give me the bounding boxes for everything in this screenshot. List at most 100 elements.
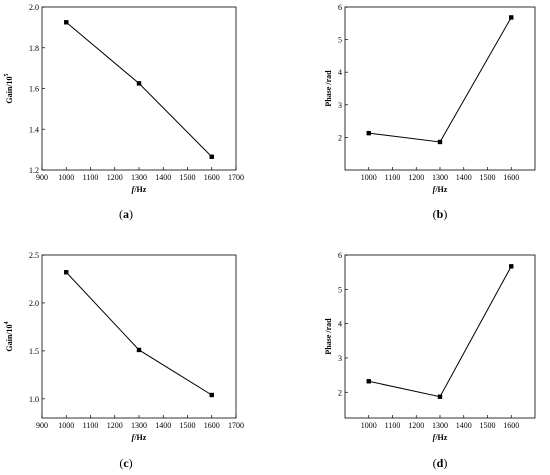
x-tick-label: 1400 (456, 421, 472, 430)
x-tick-label: 1300 (432, 421, 448, 430)
x-tick-label: 1600 (503, 421, 519, 430)
panel-caption: (d) (433, 456, 448, 470)
y-tick-label: 5 (338, 285, 342, 294)
y-tick-label: 1.2 (29, 166, 39, 175)
series-line (65, 21, 213, 158)
x-axis-label-unit: /Hz (434, 433, 447, 442)
x-axis-label-italic: f (132, 433, 136, 442)
y-axis-label-main: Phase /rad (324, 70, 333, 107)
chart-panel-a: 900 1000 1100 1200 1300 1400 1500 1600 1700 1.2 1.… (4, 3, 244, 221)
x-tick-label: 1400 (155, 173, 171, 182)
x-tick-label: 1500 (180, 421, 196, 430)
x-axis-label: f/Hz (132, 185, 147, 194)
x-tick-label: 1100 (83, 173, 99, 182)
x-tick-label: 1100 (385, 173, 401, 182)
y-tick-label: 1.8 (29, 44, 39, 53)
x-axis-label-unit: /Hz (133, 433, 146, 442)
caption-letter: c (123, 456, 129, 470)
x-tick-label: 1400 (155, 421, 171, 430)
y-axis-label-exponent: 4 (4, 321, 10, 324)
data-point (136, 347, 142, 353)
y-tick-label: 2 (338, 133, 342, 142)
chart-panel-d: 1000 1100 1200 1300 1400 1500 1600 2 3 4 5 6 f/Hz Pha… (324, 251, 536, 470)
x-tick-label: 1000 (361, 173, 377, 182)
x-tick-label: 1500 (480, 421, 496, 430)
x-axis-label: f/Hz (433, 185, 448, 194)
x-axis-label-italic: f (433, 433, 437, 442)
x-tick-label: 1100 (83, 421, 99, 430)
caption-paren-close: ) (443, 207, 447, 221)
y-axis-label-main: Gain/10 (5, 324, 14, 351)
x-tick-label: 1600 (503, 173, 519, 182)
x-tick-label: 1200 (408, 173, 424, 182)
series-line (368, 266, 512, 398)
x-axis-label-unit: /Hz (133, 185, 146, 194)
data-point (437, 139, 443, 145)
x-tick-label: 1700 (228, 173, 244, 182)
data-point (209, 392, 214, 398)
data-point (366, 379, 371, 384)
data-point (64, 20, 69, 25)
plot-frame (344, 6, 536, 171)
x-tick-label: 1300 (131, 421, 147, 430)
caption-letter: a (123, 207, 129, 221)
x-tick-label: 1200 (107, 421, 123, 430)
y-axis-label: Phase /rad (324, 70, 333, 107)
y-tick-label: 4 (338, 68, 342, 77)
x-tick-label: 1000 (361, 421, 377, 430)
y-tick-label: 6 (338, 251, 342, 260)
x-tick-label: 1600 (204, 421, 220, 430)
plot-frame (41, 6, 237, 171)
caption-paren-open: ( (119, 456, 123, 470)
chart-panel-c: 900 1000 1100 1200 1300 1400 1500 1600 1700 1.0 1.… (4, 251, 244, 470)
y-tick-label: 3 (338, 101, 342, 110)
panel-caption: (b) (433, 207, 448, 221)
x-axis-label-italic: f (433, 185, 437, 194)
y-tick-label: 2.0 (29, 3, 39, 12)
panel-caption: (c) (119, 456, 132, 470)
plot-frame (41, 254, 237, 419)
x-tick-label: 1400 (456, 173, 472, 182)
y-axis-label: Gain/105 (4, 73, 14, 103)
x-tick-label: 1200 (107, 173, 123, 182)
data-point (136, 81, 142, 86)
caption-paren-open: ( (433, 207, 437, 221)
x-tick-label: 1300 (432, 173, 448, 182)
x-axis-label-unit: /Hz (434, 185, 447, 194)
caption-letter: d (437, 456, 444, 470)
caption-paren-close: ) (443, 456, 447, 470)
y-tick-label: 1.5 (29, 347, 39, 356)
caption-paren-open: ( (119, 207, 123, 221)
plot-frame (344, 254, 536, 419)
y-tick-label: 6 (338, 3, 342, 12)
caption-paren-close: ) (129, 456, 133, 470)
caption-paren-open: ( (433, 456, 437, 470)
series-line (65, 271, 213, 396)
y-tick-label: 5 (338, 36, 342, 45)
x-tick-label: 1000 (58, 421, 74, 430)
y-tick-label: 3 (338, 354, 342, 363)
data-point (509, 264, 514, 269)
x-tick-label: 900 (36, 173, 48, 182)
series-line (368, 17, 512, 143)
y-axis-label: Gain/104 (4, 321, 14, 351)
x-axis-label: f/Hz (132, 433, 147, 442)
x-axis-label-italic: f (132, 185, 136, 194)
x-tick-label: 1500 (480, 173, 496, 182)
x-tick-label: 1100 (385, 421, 401, 430)
data-point (509, 15, 514, 20)
panel-caption: (a) (119, 207, 133, 221)
data-point (64, 270, 69, 275)
data-point (366, 130, 371, 136)
y-tick-label: 2.0 (29, 299, 39, 308)
y-axis-label-main: Phase /rad (324, 318, 333, 355)
y-tick-label: 2.5 (29, 251, 39, 260)
y-tick-label: 1.4 (29, 125, 39, 134)
caption-letter: b (437, 207, 444, 221)
x-tick-label: 1200 (408, 421, 424, 430)
x-tick-label: 900 (36, 421, 48, 430)
y-tick-label: 4 (338, 320, 342, 329)
x-tick-label: 1500 (180, 173, 196, 182)
y-axis-label-main: Gain/10 (5, 76, 14, 103)
